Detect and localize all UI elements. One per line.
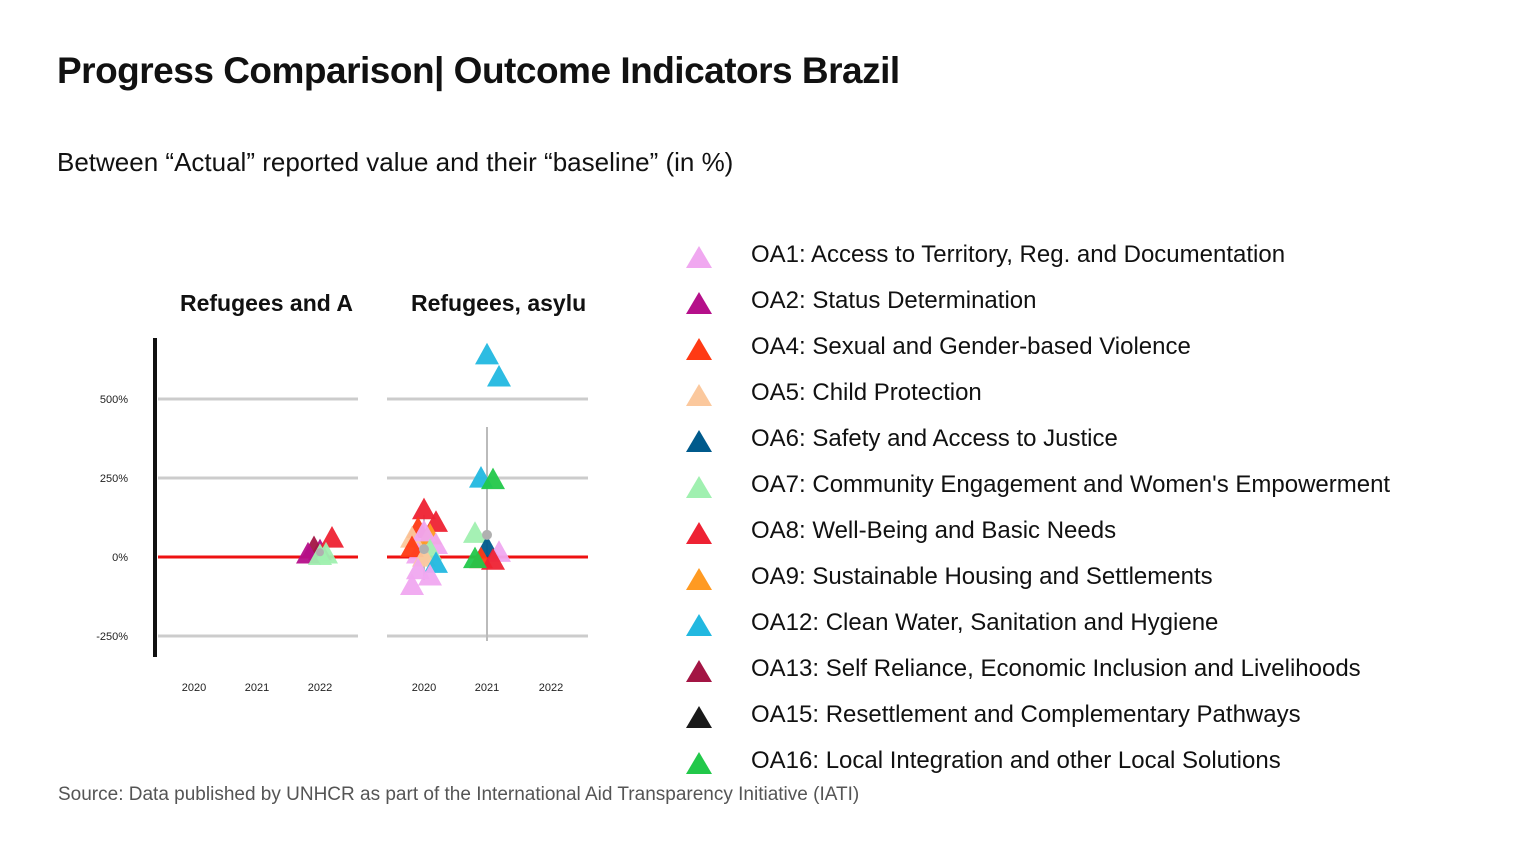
legend-label: OA4: Sexual and Gender-based Violence [751, 333, 1191, 360]
data-point [400, 535, 424, 558]
chart-title: Progress Comparison| Outcome Indicators … [57, 50, 900, 91]
x-tick-label: 2020 [412, 682, 436, 694]
data-point [463, 546, 487, 569]
data-point [418, 563, 442, 586]
y-tick-label: 500% [100, 394, 128, 406]
triangle-icon [686, 752, 712, 774]
legend-label: OA9: Sustainable Housing and Settlements [751, 563, 1213, 590]
y-tick-label: 250% [100, 473, 128, 485]
legend-label: OA8: Well-Being and Basic Needs [751, 517, 1117, 544]
data-point [481, 548, 505, 570]
y-tick-label: 0% [112, 552, 128, 564]
x-tick-label: 2022 [539, 682, 563, 694]
legend-label: OA5: Child Protection [751, 379, 982, 406]
data-point [412, 497, 436, 520]
data-point [475, 342, 499, 365]
scatter-chart: 500% 250% 0% -250% Refugees and A 2020 2021 202… [96, 290, 588, 694]
chart-subtitle: Between “Actual” reported value and thei… [57, 147, 734, 177]
median-marker [482, 529, 492, 540]
x-tick-label: 2022 [308, 682, 332, 694]
median-marker [316, 548, 324, 557]
triangle-icon [686, 384, 712, 406]
median-marker [419, 544, 429, 555]
y-tick-label: -250% [96, 631, 128, 643]
data-point [463, 521, 487, 543]
legend-label: OA1: Access to Territory, Reg. and Docum… [751, 241, 1286, 268]
data-point [487, 364, 511, 387]
triangle-icon [686, 430, 712, 452]
data-point [412, 519, 436, 542]
triangle-icon [686, 660, 712, 682]
panel-title: Refugees and A [180, 290, 353, 316]
triangle-icon [686, 476, 712, 498]
triangle-icon [686, 706, 712, 728]
x-tick-label: 2021 [475, 682, 499, 694]
legend-label: OA16: Local Integration and other Local … [751, 747, 1281, 774]
triangle-icon [686, 246, 712, 268]
legend-label: OA15: Resettlement and Complementary Pat… [751, 701, 1301, 728]
triangle-icon [686, 568, 712, 590]
legend-label: OA7: Community Engagement and Women's Em… [751, 471, 1391, 498]
data-point [320, 526, 344, 548]
data-point [481, 467, 505, 490]
legend-label: OA6: Safety and Access to Justice [751, 425, 1118, 452]
panel-title: Refugees, asylu [411, 290, 586, 316]
legend-label: OA12: Clean Water, Sanitation and Hygien… [751, 609, 1219, 636]
triangle-icon [686, 292, 712, 314]
source-note: Source: Data published by UNHCR as part … [58, 784, 860, 805]
x-tick-label: 2020 [182, 682, 206, 694]
data-point [400, 573, 424, 596]
triangle-icon [686, 338, 712, 360]
x-tick-label: 2021 [245, 682, 269, 694]
triangle-icon [686, 522, 712, 544]
triangle-icon [686, 614, 712, 636]
legend-label: OA13: Self Reliance, Economic Inclusion … [751, 655, 1361, 682]
legend-label: OA2: Status Determination [751, 287, 1037, 314]
